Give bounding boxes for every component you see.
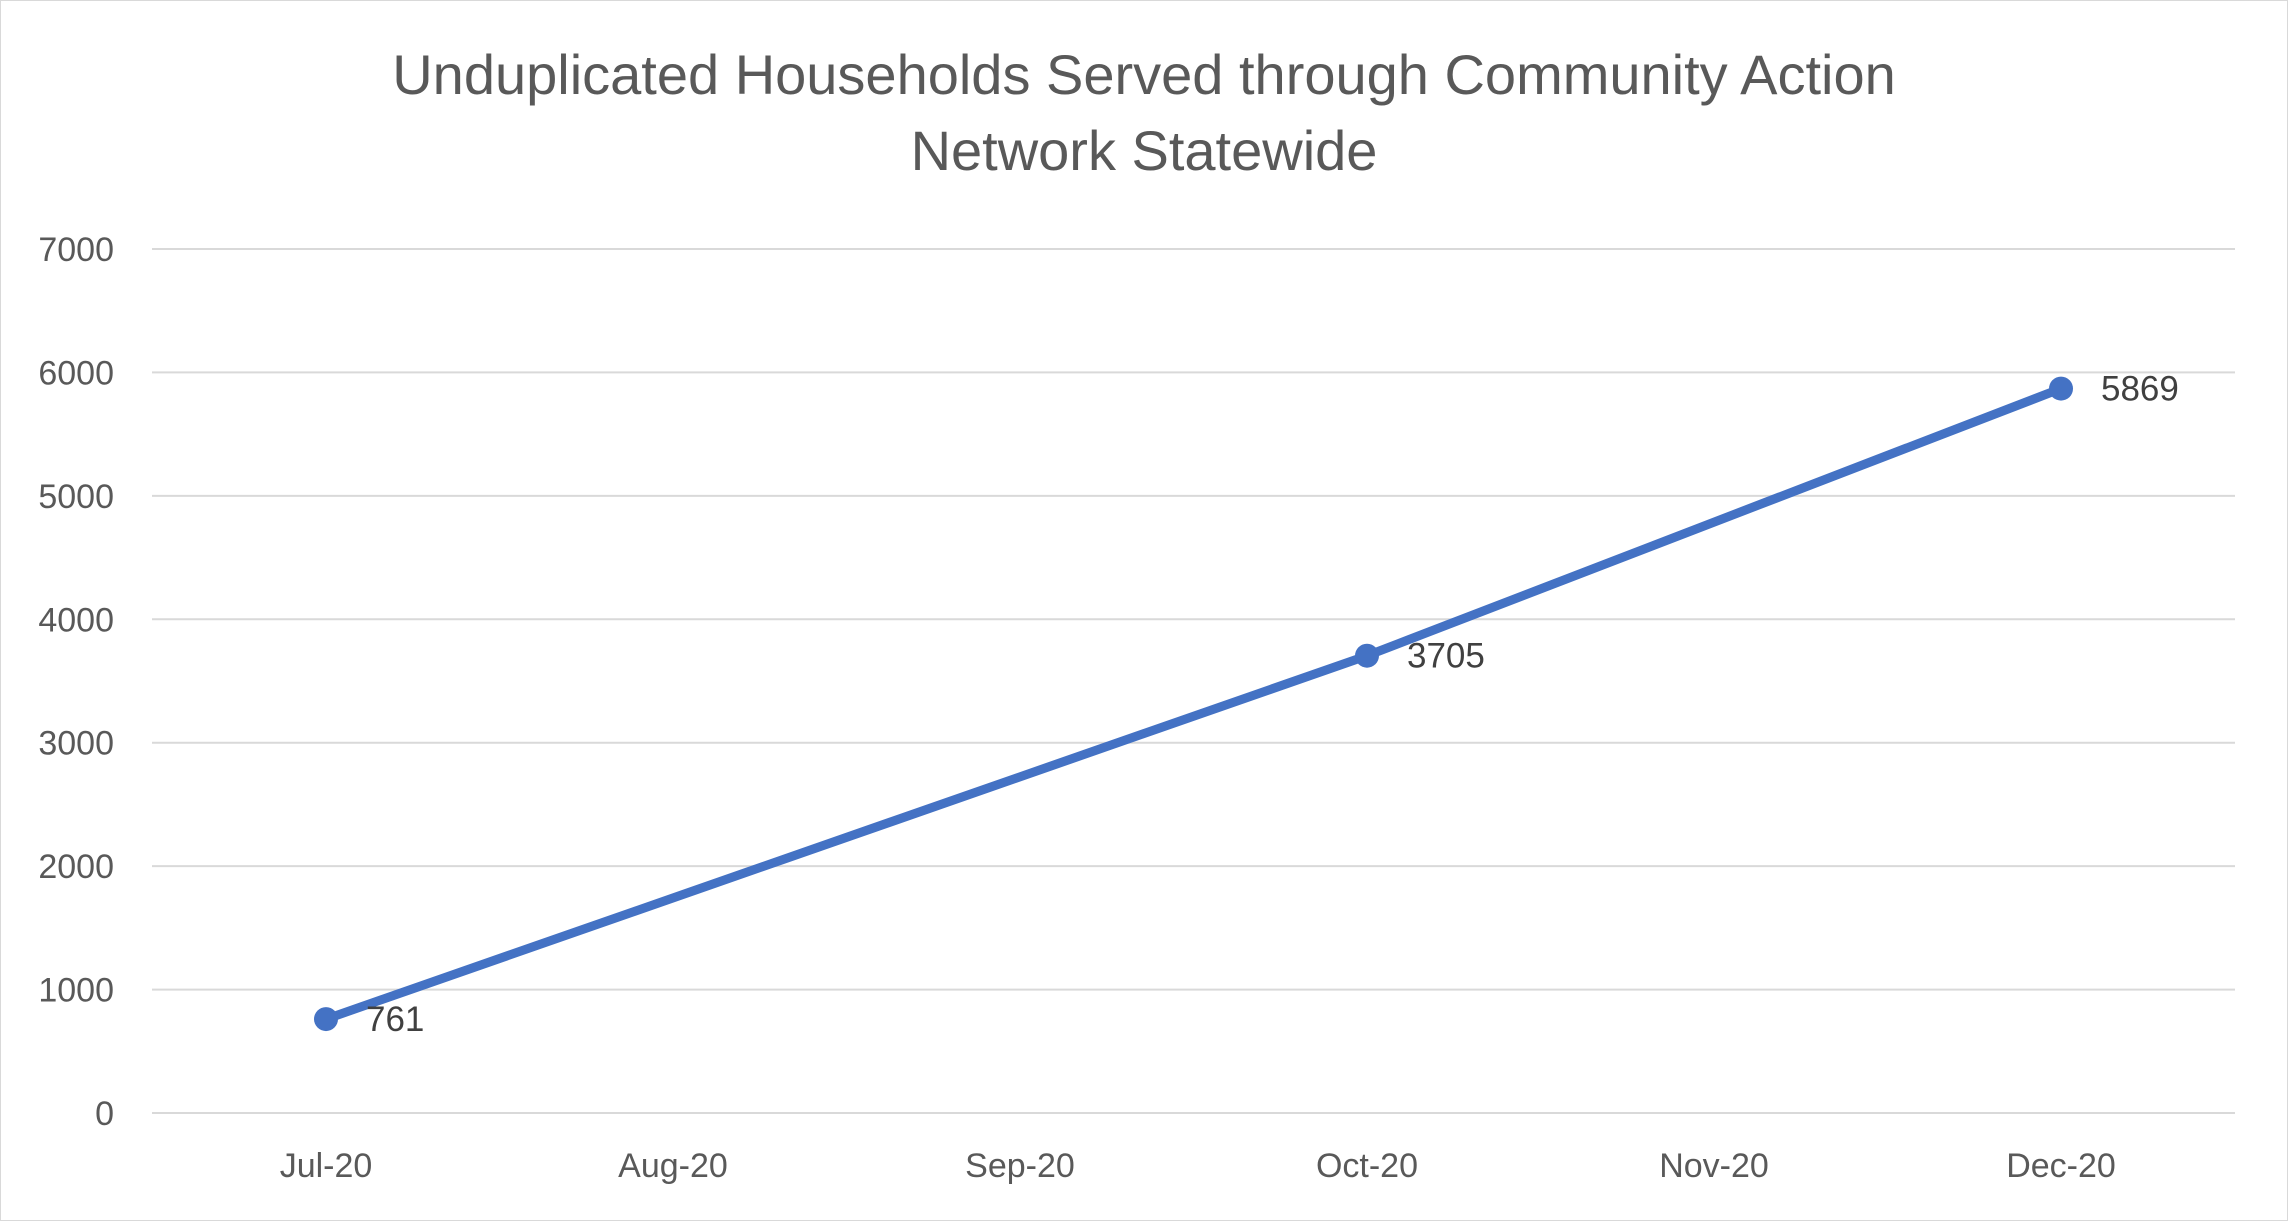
y-tick-label: 5000 <box>38 478 114 516</box>
gridlines <box>152 248 2235 1114</box>
data-label-jul-20: 761 <box>366 1000 424 1039</box>
x-tick-label: Jul-20 <box>280 1147 373 1185</box>
x-tick-label: Dec-20 <box>2006 1147 2116 1185</box>
series <box>314 376 2073 1032</box>
data-point-dec-20 <box>2049 376 2073 401</box>
y-tick-label: 6000 <box>38 354 114 392</box>
y-axis-ticks: 0 1000 2000 3000 4000 5000 6000 7000 <box>38 231 114 1133</box>
x-tick-label: Aug-20 <box>618 1147 728 1185</box>
chart-title-line-2: Network Statewide <box>911 119 1378 182</box>
data-labels: 761 3705 5869 <box>366 370 2179 1039</box>
y-tick-label: 3000 <box>38 725 114 763</box>
y-tick-label: 1000 <box>38 972 114 1010</box>
data-point-oct-20 <box>1355 643 1379 668</box>
data-point-jul-20 <box>314 1007 338 1032</box>
y-tick-label: 4000 <box>38 601 114 639</box>
y-tick-label: 2000 <box>38 848 114 886</box>
chart-title: Unduplicated Households Served through C… <box>392 43 1896 182</box>
data-label-dec-20: 5869 <box>2101 370 2179 409</box>
chart-title-line-1: Unduplicated Households Served through C… <box>392 43 1896 106</box>
y-tick-label: 0 <box>95 1095 114 1133</box>
x-tick-label: Nov-20 <box>1659 1147 1769 1185</box>
data-label-oct-20: 3705 <box>1407 637 1485 676</box>
x-tick-label: Oct-20 <box>1316 1147 1418 1185</box>
x-tick-label: Sep-20 <box>965 1147 1075 1185</box>
series-line <box>321 384 2066 1024</box>
y-tick-label: 7000 <box>38 231 114 269</box>
x-axis-ticks: Jul-20 Aug-20 Sep-20 Oct-20 Nov-20 Dec-20 <box>280 1147 2116 1185</box>
